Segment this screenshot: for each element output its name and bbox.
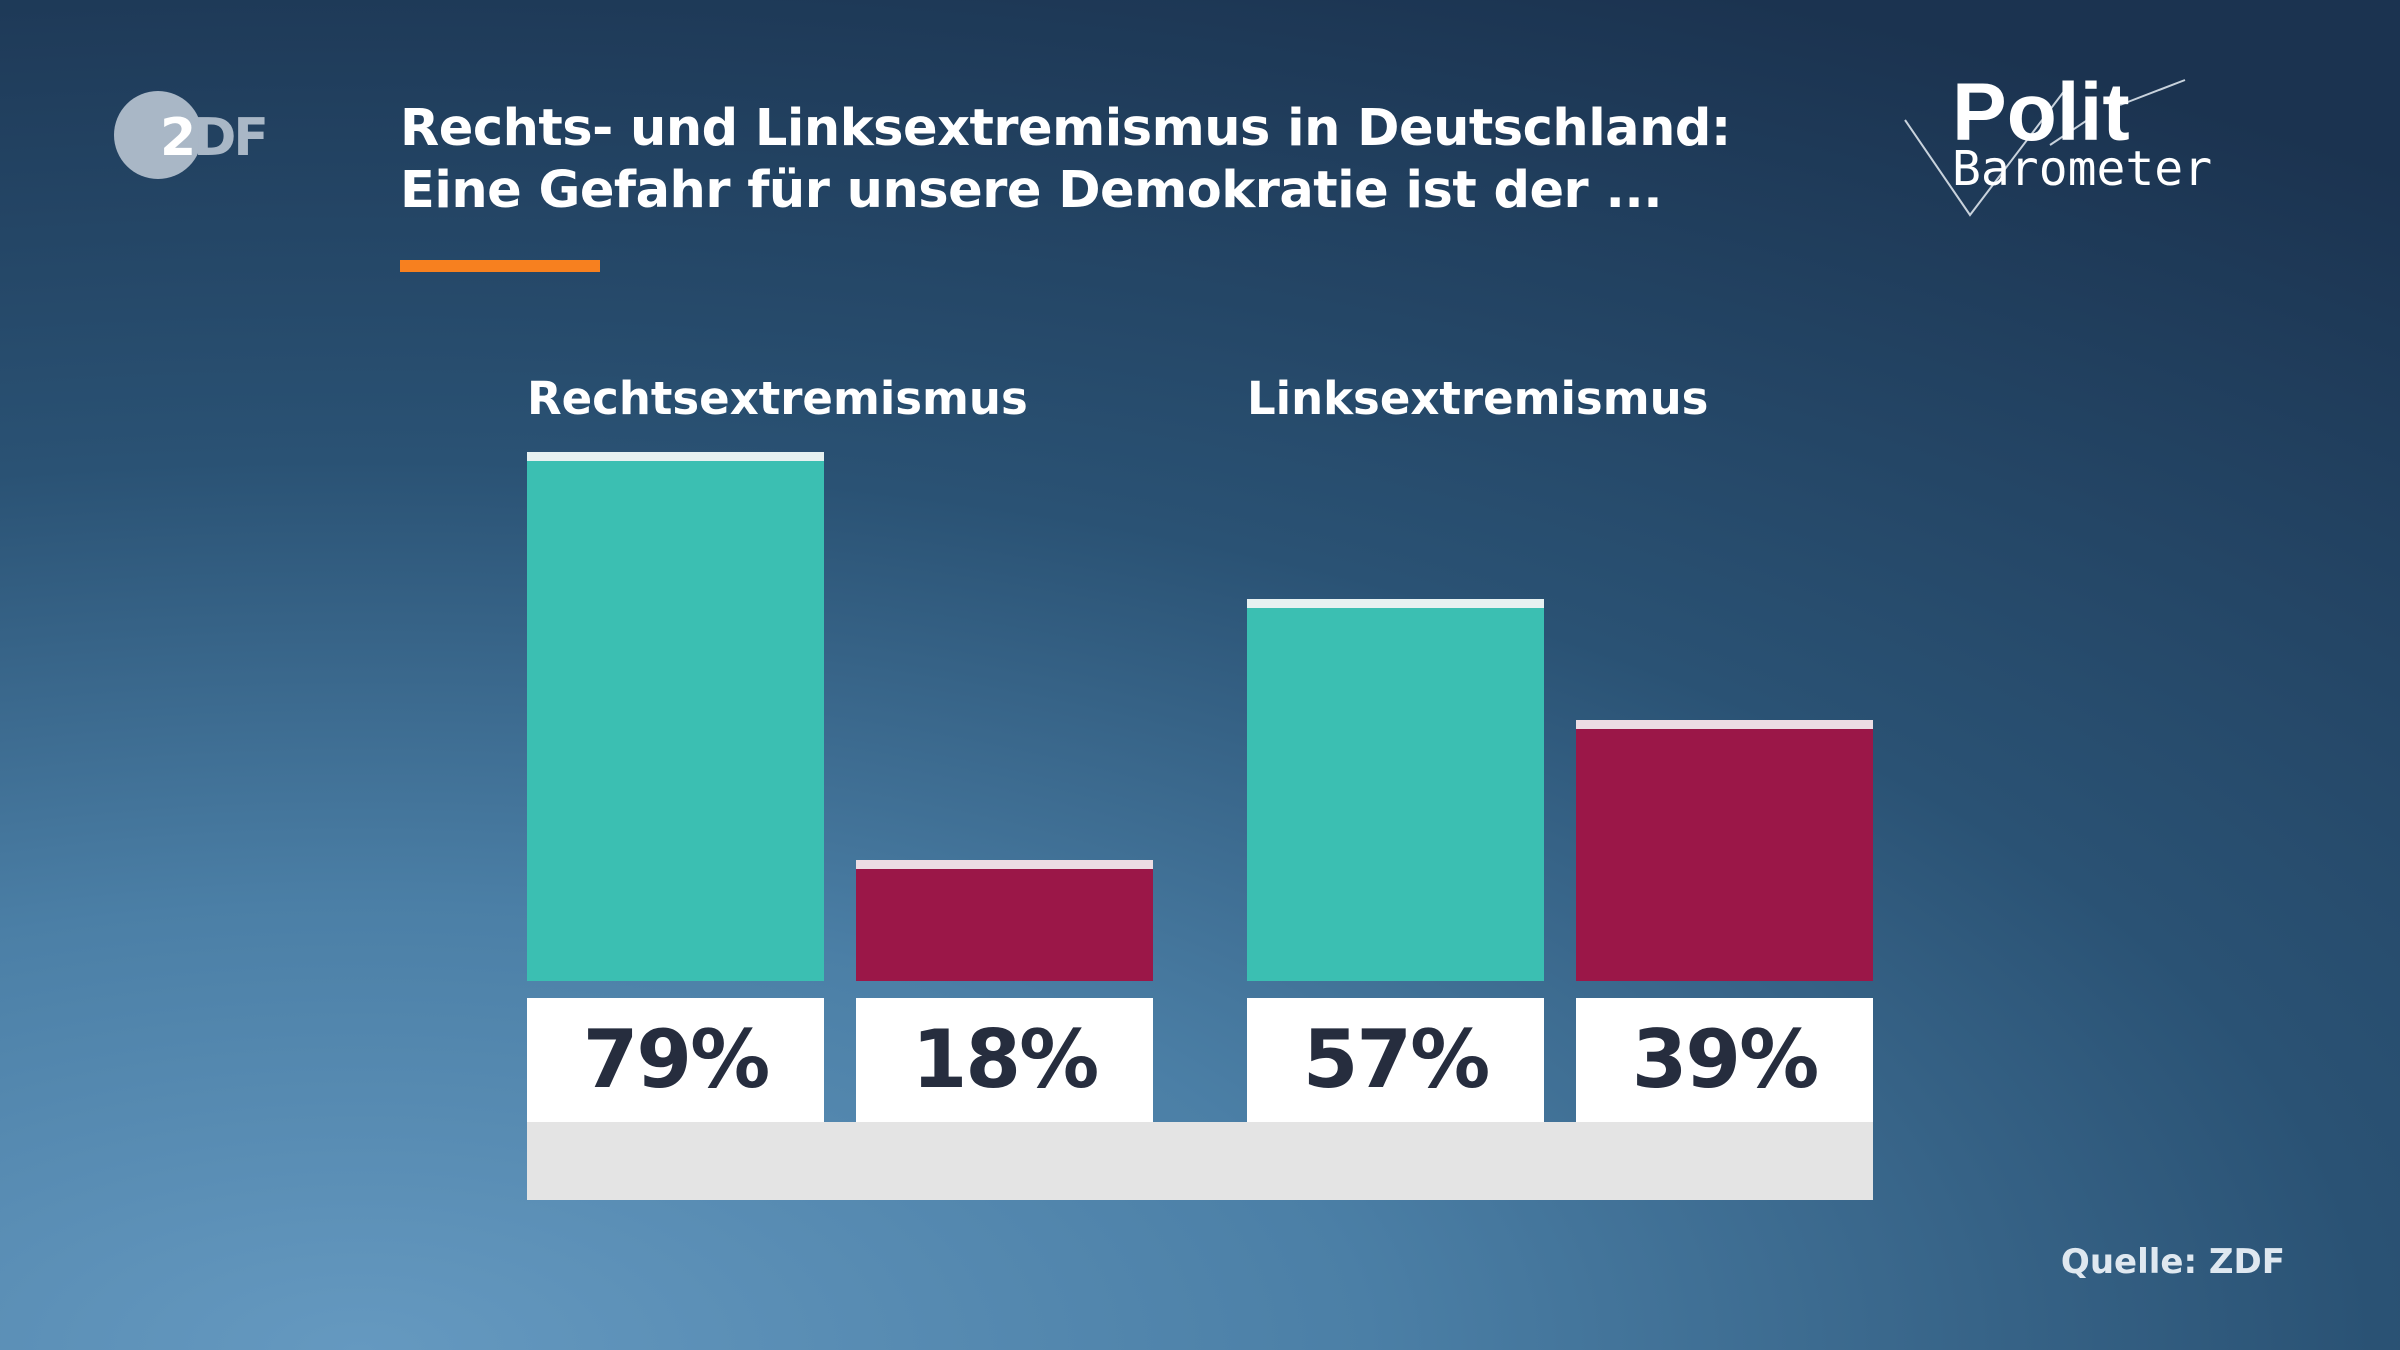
value-label: 79% [527,998,824,1122]
bar-cap [1576,719,1873,729]
value-label: 18% [856,998,1153,1122]
title-accent-bar [400,260,600,272]
group-label: Linksextremismus [1247,372,1709,425]
politbarometer-logo: Polit Barometer [1904,70,2212,217]
svg-text:Barometer: Barometer [1952,141,2212,197]
bar-cap [856,860,1153,870]
bar-cap [527,451,824,461]
title-line-1: Rechts- und Linksextremismus in Deutschl… [400,99,1731,158]
zdf-logo-circle [114,91,202,179]
group-label: Rechtsextremismus [527,372,1028,425]
bar-nein [856,860,1153,981]
svg-text:Polit: Polit [1952,70,2130,158]
bar-ja [527,451,824,981]
zdf-logo: 2DF [160,108,269,168]
title-line-2: Eine Gefahr für unsere Demokratie ist de… [400,161,1663,220]
chart-title: Rechts- und Linksextremismus in Deutschl… [400,98,1731,222]
value-label: 39% [1576,998,1873,1122]
category-strip [527,1122,1873,1200]
source-note: Quelle: ZDF [2060,1242,2285,1282]
bar-cap [1247,599,1544,609]
bar-ja [1247,599,1544,981]
bar-nein [1576,719,1873,981]
value-label: 57% [1247,998,1544,1122]
